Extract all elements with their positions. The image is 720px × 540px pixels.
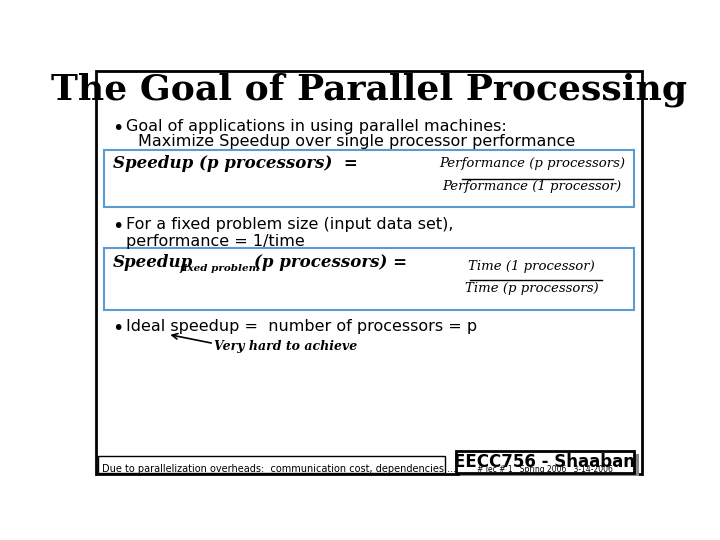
Text: performance = 1/time: performance = 1/time [126, 234, 305, 249]
Text: Performance (1 processor): Performance (1 processor) [442, 180, 621, 193]
Text: Speedup: Speedup [113, 254, 194, 271]
Bar [104, 150, 634, 207]
Text: For a fixed problem size (input data set),: For a fixed problem size (input data set… [126, 217, 453, 232]
Text: Performance (p processors): Performance (p processors) [438, 157, 625, 170]
Text: •: • [112, 319, 123, 338]
Text: EECC756 - Shaaban: EECC756 - Shaaban [454, 453, 636, 471]
Text: Speedup (p processors)  =: Speedup (p processors) = [113, 155, 358, 172]
Text: Very hard to achieve: Very hard to achieve [214, 340, 357, 354]
Text: •: • [112, 217, 123, 237]
Text: Ideal speedup =  number of processors = p: Ideal speedup = number of processors = p [126, 319, 477, 334]
Bar [98, 456, 445, 473]
Bar [461, 455, 639, 476]
Text: # lec # 1   Spring 2006   3-14-2006: # lec # 1 Spring 2006 3-14-2006 [477, 464, 613, 474]
Text: The Goal of Parallel Processing: The Goal of Parallel Processing [51, 72, 687, 107]
Text: Maximize Speedup over single processor performance: Maximize Speedup over single processor p… [138, 134, 575, 149]
Text: •: • [112, 119, 123, 138]
Bar [104, 248, 634, 309]
Text: Due to parallelization overheads:  communication cost, dependencies ...: Due to parallelization overheads: commun… [102, 464, 456, 474]
Text: (p processors) =: (p processors) = [254, 254, 408, 271]
Bar [456, 451, 634, 473]
Text: Time (1 processor): Time (1 processor) [469, 260, 595, 273]
Text: Goal of applications in using parallel machines:: Goal of applications in using parallel m… [126, 119, 506, 134]
Text: Time (p processors): Time (p processors) [465, 282, 598, 295]
Text: fixed problem: fixed problem [179, 264, 260, 273]
